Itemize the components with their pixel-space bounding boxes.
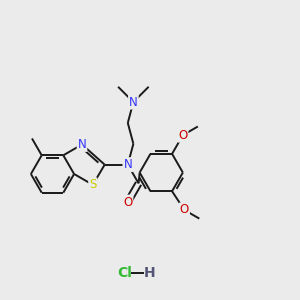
Text: N: N — [123, 158, 132, 171]
Text: H: H — [144, 266, 155, 280]
Text: O: O — [178, 129, 188, 142]
Text: S: S — [89, 178, 97, 191]
Text: O: O — [123, 196, 132, 208]
Text: O: O — [180, 203, 189, 217]
Text: N: N — [78, 138, 86, 151]
Text: N: N — [129, 96, 138, 109]
Text: Cl: Cl — [117, 266, 132, 280]
